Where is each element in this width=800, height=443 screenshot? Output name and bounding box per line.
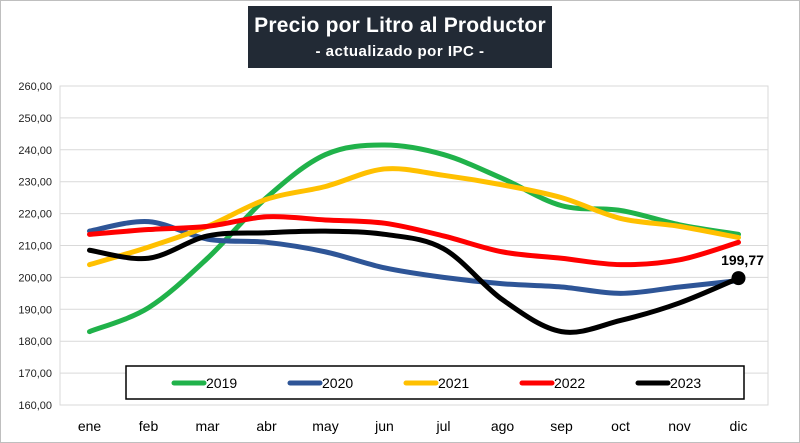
x-tick-label: ene <box>78 418 102 434</box>
series-line-2019 <box>87 142 741 335</box>
x-tick-label: jun <box>374 418 394 434</box>
y-tick-label: 210,00 <box>18 241 52 253</box>
end-point-marker <box>731 271 746 286</box>
y-tick-label: 240,00 <box>18 145 52 157</box>
legend-label-2020: 2020 <box>322 375 353 391</box>
x-tick-label: sep <box>550 418 573 434</box>
end-marker: 199,77 <box>721 252 764 286</box>
x-tick-label: abr <box>256 418 277 434</box>
y-tick-label: 170,00 <box>18 368 52 380</box>
y-tick-label: 180,00 <box>18 336 52 348</box>
x-tick-label: may <box>312 418 338 434</box>
chart-title: Precio por Litro al Productor <box>254 14 546 37</box>
legend-label-2022: 2022 <box>554 375 585 391</box>
y-tick-label: 160,00 <box>18 400 52 412</box>
legend-label-2019: 2019 <box>206 375 237 391</box>
x-tick-label: nov <box>668 418 691 434</box>
y-tick-label: 200,00 <box>18 272 52 284</box>
chart-subtitle: - actualizado por IPC - <box>315 43 485 60</box>
x-axis-ticks: ene feb mar abr may jun jul ago sep oct nov dic <box>78 418 748 434</box>
y-axis-ticks: 160,00 170,00 180,00 190,00 200,00 210,00 220,… <box>18 81 52 412</box>
y-tick-label: 190,00 <box>18 304 52 316</box>
end-value-label: 199,77 <box>721 252 764 268</box>
x-tick-label: ago <box>491 418 515 434</box>
series-line-2022 <box>87 214 741 268</box>
x-tick-label: mar <box>195 418 219 434</box>
y-tick-label: 230,00 <box>18 177 52 189</box>
x-tick-label: oct <box>611 418 630 434</box>
legend: 2019 2020 2021 2022 2023 <box>125 365 745 400</box>
legend-label-2021: 2021 <box>438 375 469 391</box>
legend-label-2023: 2023 <box>670 375 701 391</box>
x-tick-label: feb <box>139 418 159 434</box>
title-box: Precio por Litro al Productor - actualiz… <box>248 6 552 68</box>
series-lines <box>87 142 741 335</box>
series-line-2023 <box>87 228 741 335</box>
x-tick-label: jul <box>435 418 450 434</box>
y-tick-label: 260,00 <box>18 81 52 93</box>
x-tick-label: dic <box>730 418 748 434</box>
y-tick-label: 250,00 <box>18 113 52 125</box>
y-tick-label: 220,00 <box>18 209 52 221</box>
